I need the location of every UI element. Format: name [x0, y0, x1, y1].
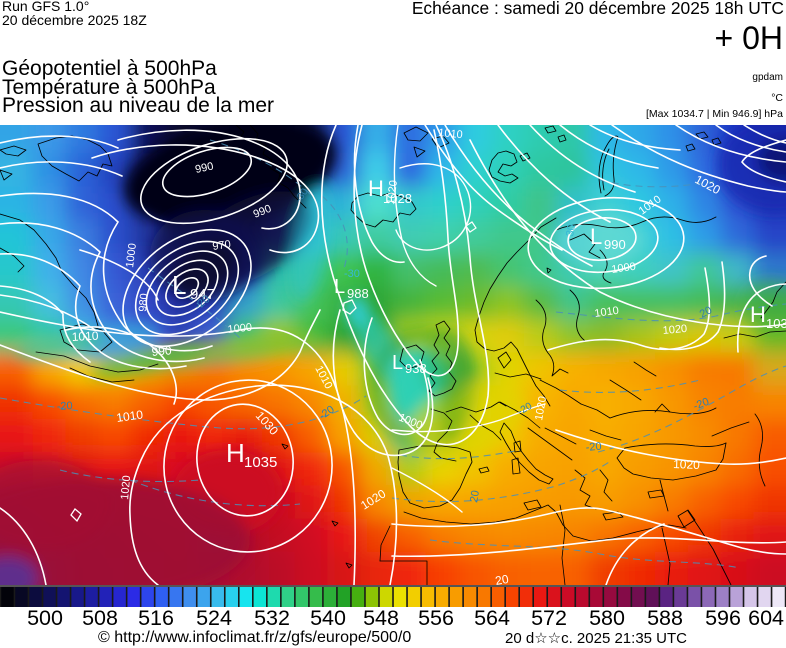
svg-text:988: 988	[347, 286, 369, 301]
svg-text:H: H	[750, 302, 766, 327]
svg-text:1010: 1010	[71, 329, 99, 344]
svg-text:1000: 1000	[227, 321, 253, 335]
svg-text:20: 20	[494, 572, 510, 585]
svg-text:1020: 1020	[662, 323, 687, 337]
svg-text:947: 947	[190, 286, 215, 303]
svg-text:970: 970	[212, 239, 232, 253]
svg-text:L: L	[172, 270, 186, 300]
svg-text:938: 938	[405, 361, 427, 376]
svg-text:1020: 1020	[533, 395, 549, 421]
svg-text:H: H	[226, 438, 245, 468]
svg-text:-30: -30	[344, 268, 360, 280]
svg-text:L: L	[392, 352, 403, 374]
svg-text:1028: 1028	[383, 191, 412, 206]
svg-text:1000: 1000	[124, 243, 139, 269]
svg-text:1000: 1000	[611, 261, 637, 276]
svg-text:990: 990	[604, 237, 626, 252]
svg-text:1020: 1020	[119, 475, 133, 500]
svg-text:30: 30	[564, 223, 578, 237]
svg-text:1034: 1034	[766, 316, 786, 331]
svg-text:L: L	[590, 224, 602, 249]
svg-text:1020: 1020	[385, 180, 400, 206]
svg-text:H: H	[368, 176, 384, 201]
svg-text:1010: 1010	[438, 127, 463, 141]
svg-text:-20: -20	[585, 441, 602, 454]
svg-text:-20: -20	[692, 396, 711, 413]
svg-text:980: 980	[137, 293, 151, 312]
svg-text:990: 990	[194, 160, 214, 176]
svg-text:-20: -20	[56, 400, 73, 413]
svg-text:20: 20	[698, 304, 714, 320]
svg-text:1035: 1035	[244, 454, 277, 471]
svg-text:20: 20	[468, 489, 482, 503]
svg-text:990: 990	[151, 343, 172, 359]
svg-text:1010: 1010	[115, 407, 144, 425]
svg-text:1010: 1010	[594, 305, 620, 320]
svg-text:L: L	[334, 276, 345, 298]
svg-text:1020: 1020	[673, 457, 700, 472]
